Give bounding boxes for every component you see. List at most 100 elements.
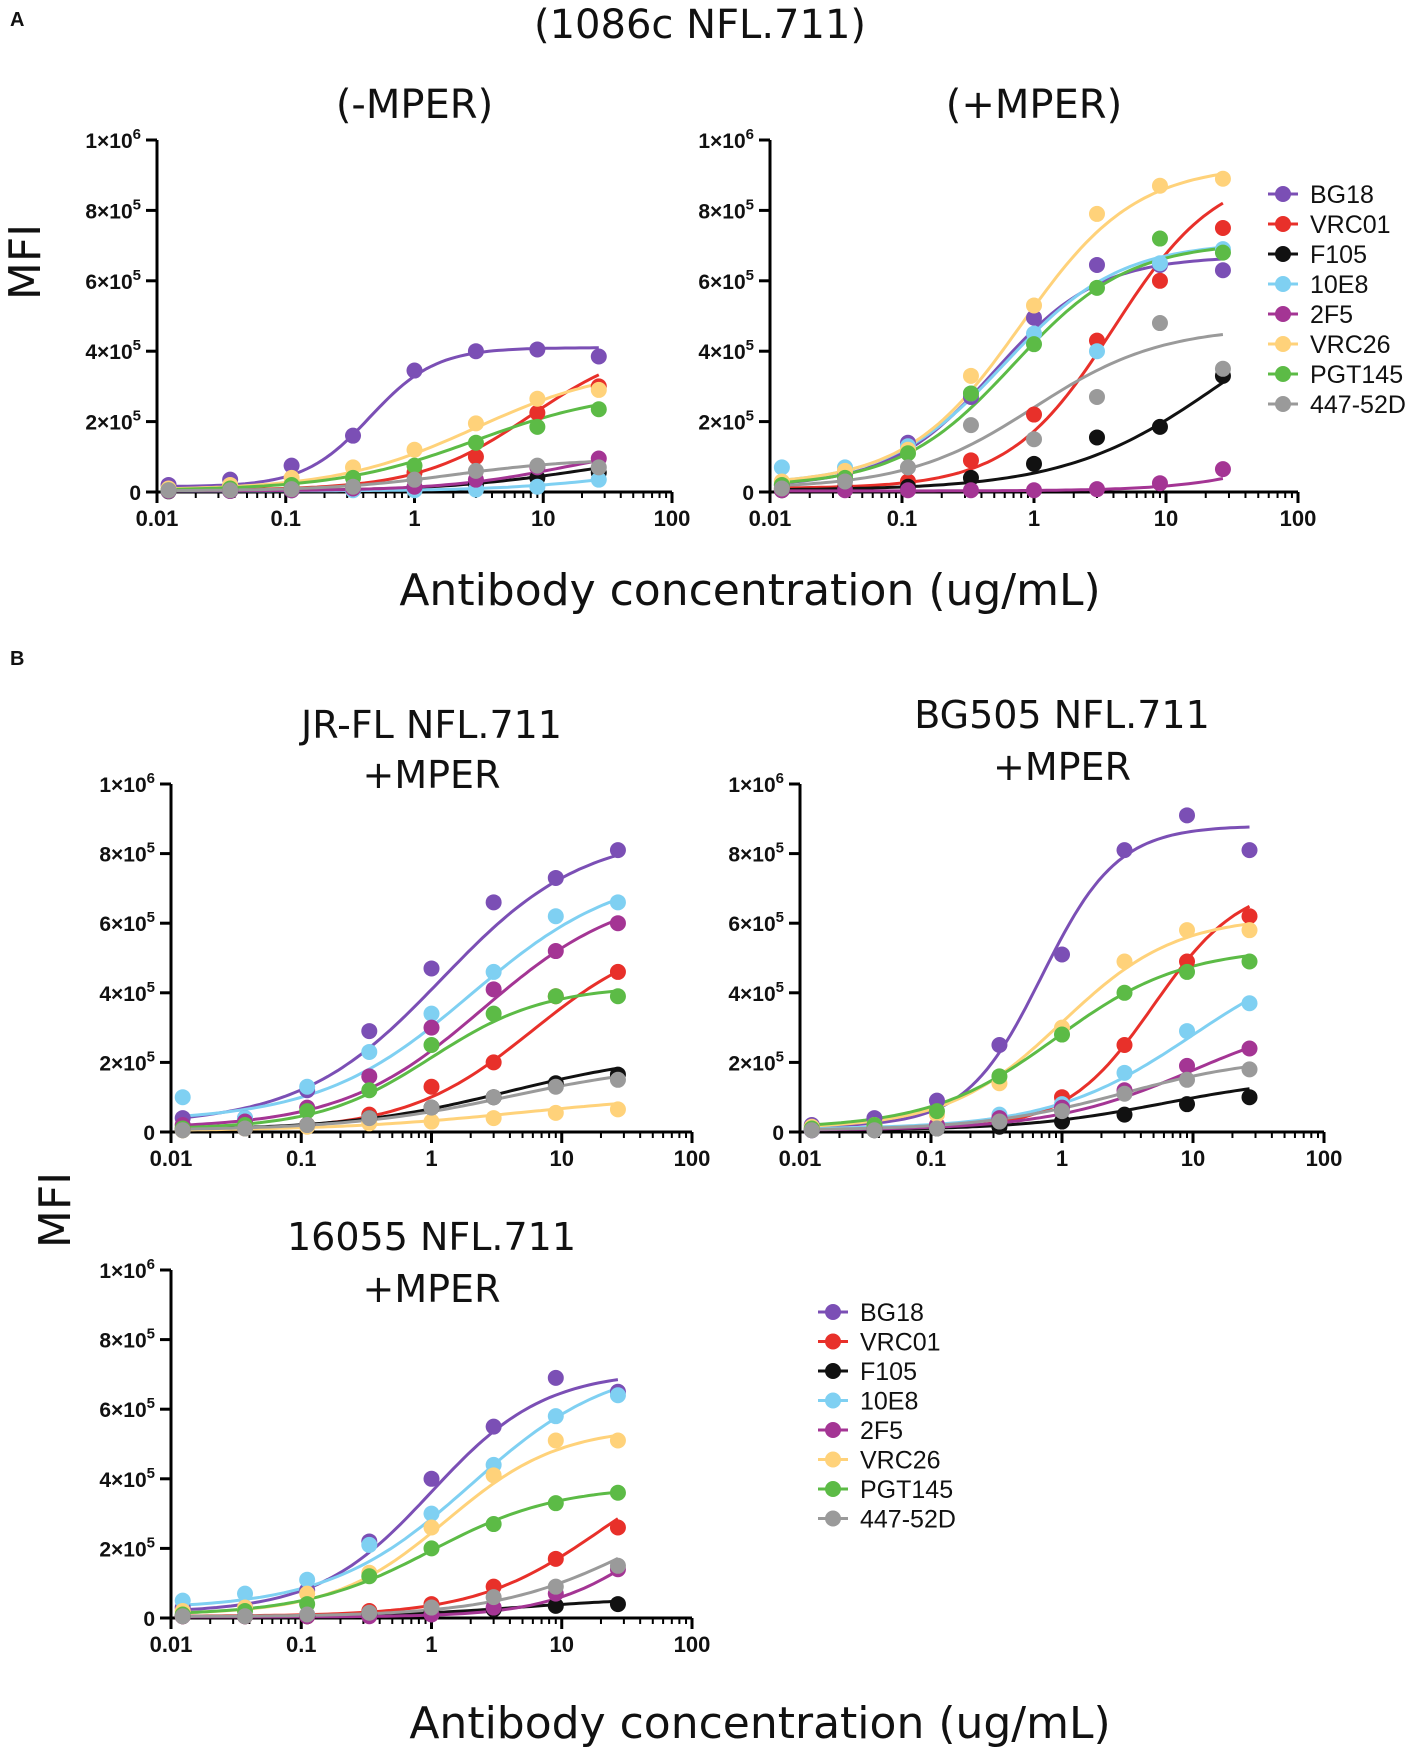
data-points (174, 1369, 626, 1625)
data-point-vrc26 (962, 367, 979, 384)
x-tick-label: 0.1 (286, 1146, 317, 1171)
fit-curve-447-52d (781, 333, 1224, 487)
legend-item: PGT145 (1268, 361, 1403, 389)
x-tick-label: 1 (425, 1146, 437, 1171)
data-point-10e8 (361, 1536, 378, 1553)
data-point-vrc26 (1241, 922, 1258, 939)
x-tick-label: 0.1 (270, 506, 301, 531)
legend-marker-icon (1275, 216, 1291, 232)
legend-marker-icon (1275, 366, 1291, 382)
data-point-2f5 (899, 482, 916, 499)
data-point-447-52d (1214, 360, 1231, 377)
data-point-f105 (547, 1597, 564, 1614)
data-point-pgt145 (1054, 1026, 1070, 1043)
data-point-pgt145 (991, 1068, 1008, 1085)
data-point-vrc26 (1179, 922, 1196, 939)
data-point-vrc01 (1116, 1037, 1133, 1053)
data-point-pgt145 (485, 1516, 502, 1533)
data-point-447-52d (899, 459, 916, 476)
chart-subtitle: +MPER (363, 753, 501, 797)
data-point-447-52d (609, 1071, 626, 1088)
fit-curve-vrc26 (781, 172, 1224, 482)
data-point-2f5 (1241, 1040, 1258, 1057)
data-point-pgt145 (423, 1540, 440, 1557)
fit-curve-f105 (781, 381, 1224, 492)
legend-marker-icon (1275, 336, 1291, 352)
chart-panels: (-MPER)0.01 0.1 1 10 10002×1054×1056×1058×10… (85, 82, 1342, 1657)
chart-title: BG505 NFL.711 (914, 693, 1210, 737)
y-tick-label: 6×105 (99, 1395, 155, 1422)
data-point-pgt145 (423, 1037, 440, 1053)
data-point-bg18 (1026, 309, 1042, 326)
x-tick-label: 100 (674, 1632, 711, 1657)
data-point-10e8 (1151, 255, 1168, 272)
fit-curves (781, 172, 1224, 493)
data-point-bg18 (1088, 256, 1105, 273)
data-point-pgt145 (609, 988, 626, 1005)
chart-3: JR-FL NFL.711 +MPER 0.01 0.1 1 10 100 0 2×105 4×1… (99, 703, 710, 1171)
x-tick-label: 0.01 (150, 1146, 193, 1171)
data-point-2f5 (1214, 461, 1231, 478)
fit-curves (182, 853, 619, 1132)
data-point-10e8 (485, 963, 502, 980)
legend-label: VRC01 (1310, 211, 1391, 239)
data-point-vrc26 (1088, 205, 1105, 222)
legend-label: 447-52D (860, 1506, 956, 1534)
data-point-10e8 (237, 1585, 254, 1602)
data-point-vrc01 (547, 1550, 564, 1567)
legend-item: F105 (818, 1358, 917, 1386)
y-tick-label: 4×105 (728, 979, 784, 1006)
legend-label: 2F5 (1310, 301, 1353, 329)
data-point-pgt145 (609, 1484, 626, 1501)
data-point-10e8 (1241, 995, 1258, 1012)
data-point-pgt145 (406, 457, 423, 474)
fit-curve-pgt145 (811, 954, 1250, 1127)
data-point-bg18 (609, 842, 626, 859)
data-point-447-52d (837, 473, 854, 490)
x-tick-label: 0.1 (887, 506, 918, 531)
data-point-447-52d (803, 1122, 820, 1139)
data-point-10e8 (609, 1387, 626, 1404)
legend-label: 10E8 (1310, 271, 1368, 299)
legend-label: PGT145 (860, 1476, 953, 1504)
data-point-vrc26 (590, 381, 607, 398)
fit-curve-447-52d (182, 1557, 619, 1618)
y-tick-label: 0 (143, 1608, 155, 1631)
data-point-vrc01 (1214, 220, 1231, 236)
data-point-447-52d (299, 1606, 316, 1623)
panel-label-b: B (10, 648, 24, 670)
data-point-vrc26 (1214, 170, 1231, 187)
fit-curves (811, 825, 1251, 1132)
x-tick-label: 0.01 (136, 506, 179, 531)
data-point-bg18 (1054, 946, 1070, 963)
data-point-447-52d (485, 1089, 502, 1106)
legend-label: 10E8 (860, 1388, 918, 1416)
data-point-2f5 (1026, 482, 1042, 499)
legend-item: 447-52D (1268, 391, 1406, 419)
data-point-bg18 (547, 1369, 564, 1386)
x-tick-label: 1 (425, 1632, 437, 1657)
data-point-447-52d (345, 478, 362, 495)
data-point-10e8 (1179, 1023, 1196, 1040)
x-tick-label: 100 (674, 1146, 711, 1171)
y-tick-label: 0 (772, 1122, 784, 1145)
chart-title: JR-FL NFL.711 (299, 703, 562, 747)
legend-label: BG18 (860, 1299, 924, 1327)
legend-marker-icon (1275, 246, 1291, 262)
data-point-pgt145 (1151, 230, 1168, 247)
data-point-vrc01 (609, 1519, 626, 1536)
x-tick-label: 1 (1056, 1146, 1068, 1171)
fit-curve-bg18 (168, 346, 599, 488)
x-tick-label: 0.01 (779, 1146, 822, 1171)
data-point-447-52d (1241, 1061, 1258, 1078)
fit-curve-bg18 (182, 1378, 619, 1612)
y-tick-label: 8×105 (85, 196, 141, 223)
data-point-447-52d (237, 1608, 254, 1625)
chart-title: (+MPER) (946, 82, 1122, 128)
legend-marker-icon (825, 1333, 841, 1350)
data-point-447-52d (866, 1122, 883, 1139)
legend-item: VRC01 (1268, 211, 1391, 239)
y-tick-label: 6×105 (698, 267, 754, 294)
legend-item: 2F5 (1268, 301, 1353, 329)
legend-marker-icon (1275, 186, 1291, 202)
